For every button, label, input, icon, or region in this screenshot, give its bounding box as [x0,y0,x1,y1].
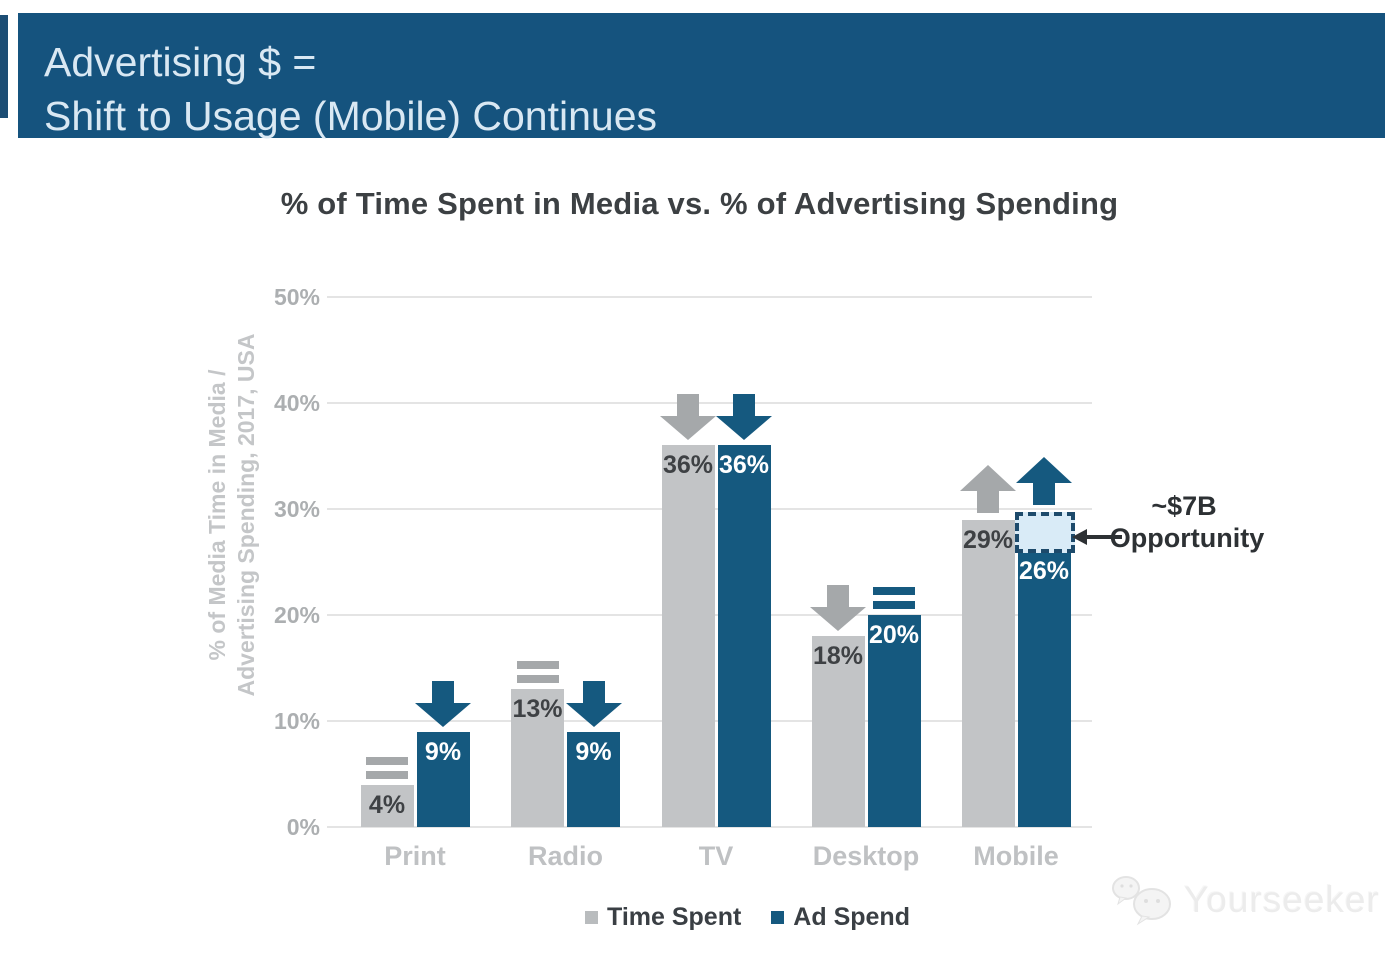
y-tick-label: 50% [273,284,320,310]
bar-value-label: 36% [718,451,770,480]
bar-value-label: 4% [368,790,406,819]
flat-bar-bottom [873,601,915,609]
trend-down-arrow-icon [415,680,471,727]
bar-value-label: 13% [512,695,563,724]
annotation-label: Opportunity [1109,523,1265,553]
x-category-label-radio: Radio [527,841,603,871]
x-category-label-desktop: Desktop [812,841,920,871]
bar-print-time-spent [360,784,414,827]
legend-item-time-spent: Time Spent [585,903,741,932]
flat-bar-top [873,587,915,595]
trend-down-arrow-icon [660,394,716,441]
flat-bar-bottom [366,770,408,779]
bar-desktop-ad-spend [867,615,921,827]
watermark-text: Yourseeker [1184,879,1380,920]
wechat-icon [1112,876,1171,926]
y-tick-label: 0% [286,814,320,840]
trend-down-arrow-icon [716,394,772,441]
trend-up-arrow-icon [960,464,1016,513]
trend-up-arrow-icon [1016,457,1072,506]
trend-flat-icon [873,587,915,609]
bar-radio-time-spent [511,689,564,827]
annotation-value: ~$7B [1151,491,1217,521]
y-tick-label: 40% [273,390,320,416]
y-tick-label: 10% [273,708,320,734]
gridline [327,296,1092,298]
x-category-label-print: Print [384,841,446,871]
y-tick-label: 30% [273,496,320,522]
bar-tv-ad-spend [717,445,771,827]
annotation-left-arrow-icon [1072,529,1122,545]
legend-swatch [585,911,598,924]
bar-value-label: 18% [812,642,864,671]
x-category-label-mobile: Mobile [973,841,1059,871]
trend-flat-icon [366,756,408,779]
bar-radio-ad-spend [567,731,620,827]
bar-value-label: 29% [962,525,1014,554]
legend-item-ad-spend: Ad Spend [771,903,910,932]
bar-value-label: 9% [424,737,462,766]
legend-swatch [771,911,785,924]
x-category-label-tv: TV [698,841,734,871]
flat-bar-top [366,756,408,765]
bar-value-label: 26% [1018,557,1070,586]
slide-header-banner: Advertising $ = Shift to Usage (Mobile) … [18,13,1385,139]
trend-down-arrow-icon [810,585,866,632]
bar-value-label: 20% [868,621,920,649]
header-line-2: Shift to Usage (Mobile) Continues [44,93,658,139]
gridline [327,402,1092,404]
trend-down-arrow-icon [565,680,622,727]
bar-mobile-time-spent [961,519,1015,827]
flat-bar-bottom [516,675,559,684]
bar-value-label: 36% [662,451,714,480]
bar-tv-time-spent [661,445,715,827]
y-tick-label: 20% [273,602,320,628]
flat-bar-top [516,661,559,670]
bar-print-ad-spend [416,731,470,827]
gridline [327,826,1092,828]
bar-mobile-ad-spend [1017,551,1071,827]
bar-desktop-time-spent [811,636,865,827]
trend-flat-icon [516,661,559,684]
chart-title: % of Time Spent in Media vs. % of Advert… [280,186,1119,221]
legend-label: Ad Spend [793,903,910,931]
bar-value-label: 9% [575,737,612,766]
header-line-1: Advertising $ = [44,39,317,85]
chart-legend: Time Spent Ad Spend [585,903,910,932]
opportunity-box [1014,512,1075,554]
slide-edge-sliver [0,15,8,118]
legend-label: Time Spent [607,903,742,931]
watermark: Yourseeker [1112,873,1380,927]
